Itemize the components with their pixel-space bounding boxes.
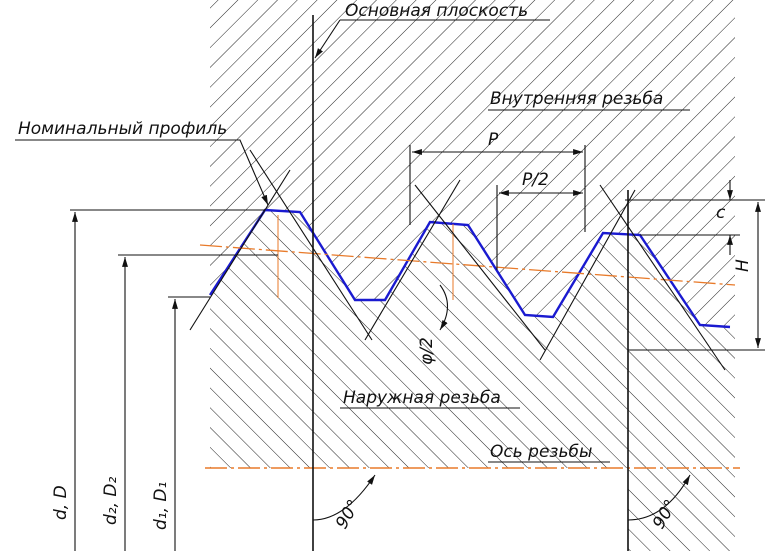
label: Внутренняя резьба	[490, 89, 663, 109]
label: φ/2	[417, 337, 437, 365]
label: Ось резьбы	[490, 442, 592, 462]
label: c	[716, 203, 726, 223]
label: d₂, D₂	[101, 476, 121, 525]
label: Наружная резьба	[343, 388, 501, 408]
label: P/2	[522, 170, 549, 190]
label: d₁, D₁	[151, 482, 171, 530]
label: Основная плоскость	[345, 1, 528, 21]
label: d, D	[51, 485, 71, 520]
label: H	[733, 259, 753, 272]
thread-diagram: Основная плоскость Внутренняя резьба Ном…	[0, 0, 770, 551]
label: P	[488, 130, 499, 150]
label: Номинальный профиль	[18, 119, 227, 139]
